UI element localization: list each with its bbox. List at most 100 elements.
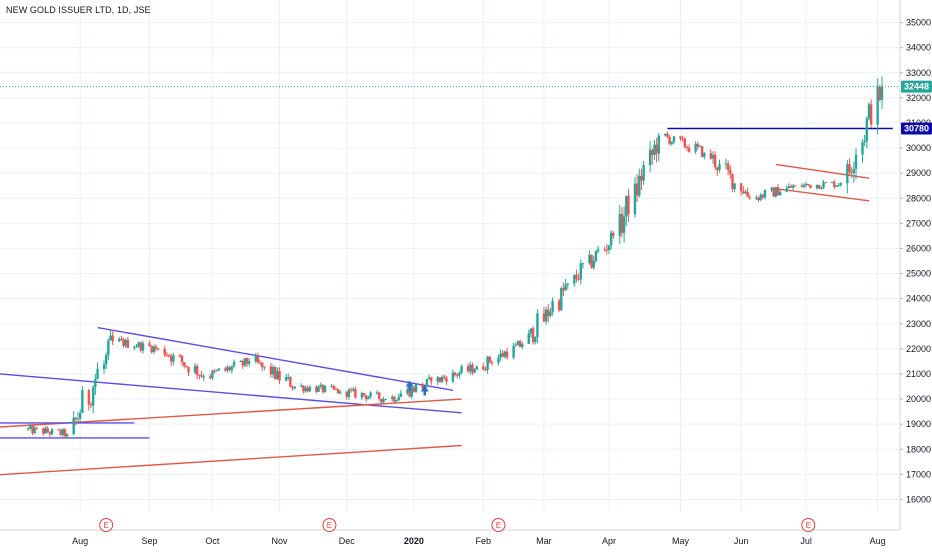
candle-down (687, 147, 691, 152)
candle-down (466, 366, 470, 372)
candle-down (48, 432, 52, 435)
candle-down (31, 425, 34, 434)
candle-down (126, 339, 130, 348)
candle-down (726, 163, 730, 170)
candle-down (833, 181, 836, 187)
candle-up (503, 351, 507, 357)
candle-down (746, 191, 749, 198)
candle-up (248, 361, 251, 364)
candle-up (367, 396, 370, 400)
candle-down (547, 309, 550, 316)
candle-down (120, 338, 123, 340)
candle-down (809, 184, 812, 189)
candle-down (761, 194, 765, 198)
drawing-layer (0, 127, 893, 476)
candle-up (657, 135, 660, 154)
candle-down (167, 355, 171, 357)
time-tick-label: Oct (205, 536, 220, 546)
candle-down (345, 391, 348, 397)
candle-up (26, 428, 30, 430)
price-tag-level (901, 122, 932, 135)
candle-up (226, 367, 229, 371)
candle-down (139, 342, 143, 351)
candle-up (609, 232, 613, 246)
candle-up (317, 386, 320, 392)
candle-down (274, 366, 277, 379)
candle-down (63, 429, 67, 437)
candle-down (261, 362, 264, 368)
candle-up (579, 263, 582, 280)
candle-up (193, 366, 197, 373)
candle-down (807, 183, 810, 185)
candle-up (254, 356, 257, 362)
candle-up (473, 369, 476, 373)
candle-up (287, 376, 290, 378)
candle-down (869, 104, 873, 125)
candle-down (154, 346, 158, 349)
candle-down (484, 369, 487, 371)
earnings-event-label: E (496, 521, 501, 530)
candle-up (330, 385, 333, 387)
candle-down (291, 386, 294, 389)
candle-down (488, 356, 491, 362)
candle-up (778, 191, 782, 196)
candle-up (243, 358, 247, 366)
candle-up (486, 356, 489, 370)
time-tick-label: Nov (272, 536, 289, 546)
candle-up (293, 386, 296, 389)
candle-up (718, 164, 721, 171)
candle-down (163, 348, 166, 355)
candle-up (594, 251, 598, 262)
price-tick-label: 33000 (906, 68, 931, 78)
candle-up (239, 361, 242, 363)
candle-up (670, 141, 673, 144)
candle-up (759, 194, 762, 201)
candle-up (876, 86, 879, 125)
price-tick-label: 26000 (906, 243, 931, 253)
candle-down (603, 249, 606, 251)
candle-up (406, 389, 409, 394)
candle-up (837, 185, 840, 187)
candle-down (772, 188, 775, 197)
candle-down (605, 249, 608, 251)
candle-down (700, 146, 704, 157)
candle-down (122, 339, 125, 346)
candle-up (852, 168, 856, 173)
candle-down (306, 387, 309, 392)
chart-title: NEW GOLD ISSUER LTD, 1D, JSE (6, 5, 151, 15)
candle-up (622, 216, 626, 233)
candle-up (425, 379, 429, 386)
earnings-event-marker (491, 518, 506, 532)
earnings-event-label: E (104, 521, 109, 530)
candle-up (648, 149, 652, 166)
candle-up (867, 104, 871, 119)
candle-up (308, 386, 312, 392)
candle-down (713, 154, 717, 168)
candle-up (427, 377, 431, 380)
candle-up (499, 353, 502, 358)
candle-down (111, 335, 114, 342)
candle-down (336, 389, 340, 394)
candle-up (469, 364, 472, 372)
price-tag-level-label: 30780 (904, 124, 929, 134)
candle-up (512, 345, 515, 358)
candle-up (521, 343, 524, 347)
candle-up (319, 384, 322, 387)
price-tick-label: 22000 (906, 344, 931, 354)
time-tick-label: Dec (339, 536, 356, 546)
candle-up (436, 377, 439, 382)
candle-up (791, 185, 795, 188)
candle-up (763, 189, 767, 198)
candle-up (802, 184, 806, 187)
candle-down (289, 376, 292, 387)
candle-up (694, 143, 697, 152)
candle-down (278, 370, 281, 381)
candle-up (536, 313, 539, 338)
candle-up (551, 300, 554, 312)
candle-up (863, 141, 866, 143)
candle-down (349, 389, 353, 391)
candle-up (276, 370, 279, 379)
candle-up (135, 346, 138, 348)
